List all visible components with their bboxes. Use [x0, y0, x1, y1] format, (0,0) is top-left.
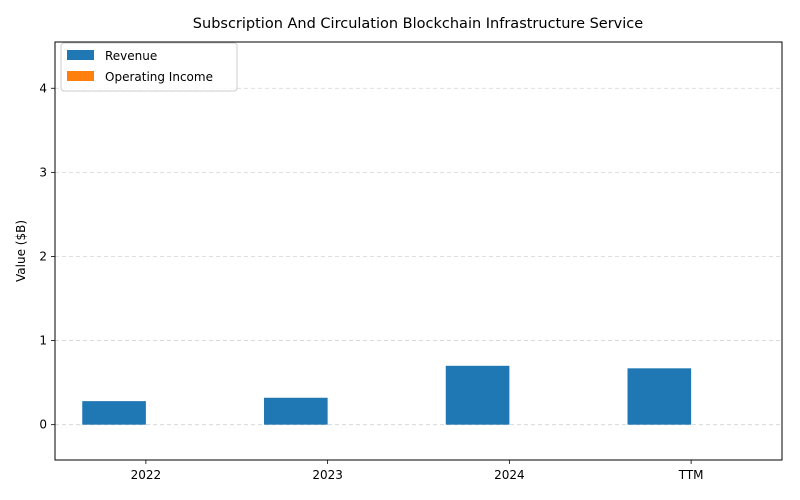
y-tick-label: 2	[39, 249, 47, 263]
bars	[82, 365, 692, 425]
bar-revenue-2023	[264, 397, 328, 425]
chart-title: Subscription And Circulation Blockchain …	[193, 16, 643, 32]
legend-label-operating-income: Operating Income	[105, 70, 213, 84]
x-tick-label: 2022	[131, 468, 162, 482]
legend-frame	[60, 42, 238, 92]
y-axis-label: Value ($B)	[14, 220, 28, 282]
bar-revenue-2022	[82, 401, 146, 425]
legend-swatch-revenue	[67, 50, 94, 60]
y-axis-ticks: 0 1 2 3 4	[39, 81, 55, 432]
plot-frame	[54, 41, 783, 461]
bar-revenue-ttm	[627, 368, 692, 425]
legend-label-revenue: Revenue	[105, 49, 157, 63]
x-tick-label: 2023	[312, 468, 343, 482]
bar-revenue-2024	[445, 365, 510, 425]
y-tick-label: 3	[39, 165, 47, 179]
y-tick-label: 1	[39, 334, 47, 348]
y-tick-label: 0	[39, 418, 47, 432]
y-tick-label: 4	[39, 81, 47, 95]
x-tick-label: TTM	[678, 468, 704, 482]
x-axis-ticks: 2022 2023 2024 TTM	[131, 460, 704, 482]
legend: Revenue Operating Income	[60, 42, 238, 92]
x-tick-label: 2024	[494, 468, 525, 482]
legend-swatch-operating-income	[67, 71, 94, 81]
